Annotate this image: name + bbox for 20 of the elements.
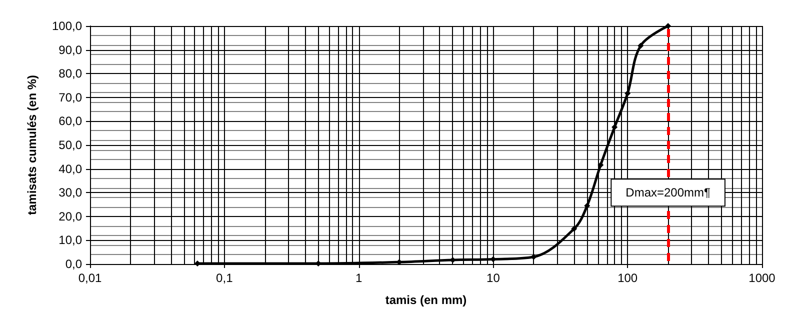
y-tick-label: 70,0 bbox=[58, 90, 82, 104]
y-tick-label: 0,0 bbox=[65, 257, 82, 271]
y-tick-label: 100,0 bbox=[52, 19, 82, 33]
y-tick-label: 80,0 bbox=[58, 66, 82, 81]
y-axis-title: tamisats cumulés (en %) bbox=[25, 74, 39, 216]
y-tick-label: 50,0 bbox=[58, 138, 82, 152]
y-tick-label: 20,0 bbox=[58, 209, 82, 224]
x-tick-label: 10 bbox=[486, 271, 500, 285]
y-tick-label: 90,0 bbox=[58, 42, 82, 57]
y-tick-label: 10,0 bbox=[58, 233, 82, 248]
annotation: Dmax=200mm¶ bbox=[626, 186, 710, 200]
x-tick-label: 0,01 bbox=[78, 271, 102, 285]
y-tick-label: 60,0 bbox=[58, 114, 82, 128]
x-tick-label: 0,1 bbox=[216, 271, 234, 285]
y-tick-label: 30,0 bbox=[58, 186, 82, 200]
y-tick-label: 40,0 bbox=[58, 162, 82, 176]
x-tick-label: 100 bbox=[618, 271, 638, 285]
x-tick-label: 1000 bbox=[748, 271, 776, 285]
x-axis-title: tamis (en mm) bbox=[385, 293, 467, 307]
x-tick-label: 1 bbox=[355, 271, 362, 285]
